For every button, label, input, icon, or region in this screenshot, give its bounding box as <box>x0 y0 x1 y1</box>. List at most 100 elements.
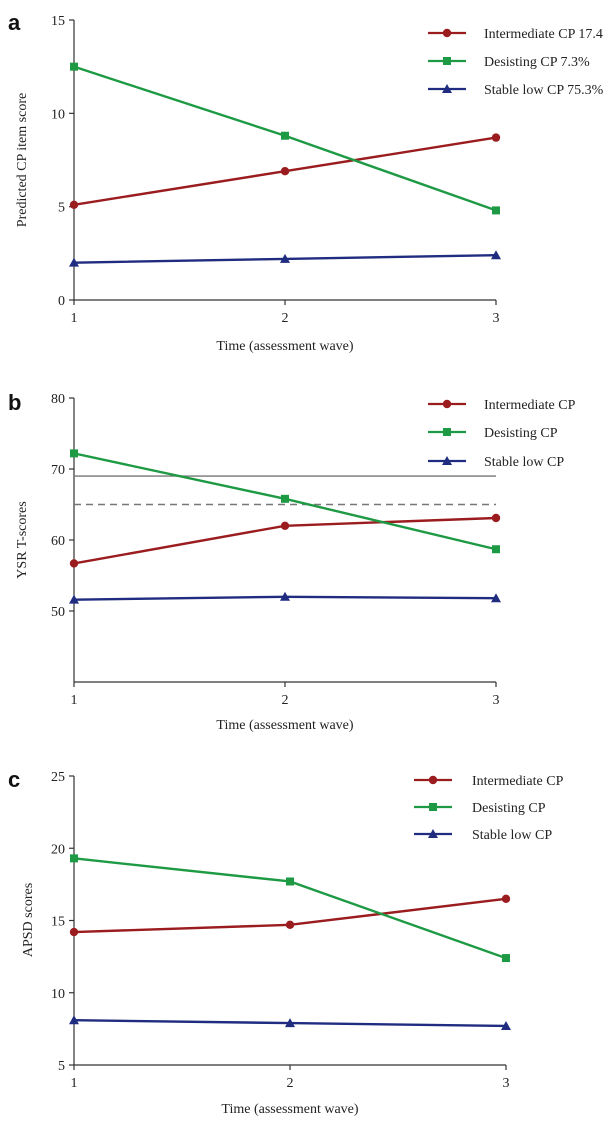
panel-c: c 5 10 15 20 25 1 2 3 Time (assessment wave) A… <box>8 767 564 1117</box>
legend-marker-stable <box>442 456 452 465</box>
legend: Intermediate CP Desisting CP Stable low … <box>428 398 576 470</box>
data-point-intermediate <box>491 133 501 142</box>
panel-letter: b <box>8 390 21 415</box>
y-tick-label: 20 <box>51 842 65 857</box>
series-layer <box>69 449 501 604</box>
legend-label: Desisting CP <box>484 426 558 441</box>
series-line-desisting <box>73 857 507 960</box>
y-tick-label: 15 <box>51 915 65 930</box>
legend-item: Stable low CP <box>428 455 564 470</box>
legend-marker-intermediate <box>428 775 438 785</box>
legend-marker-stable <box>442 84 452 93</box>
legend-label: Stable low CP 75.3% <box>484 83 604 98</box>
legend-marker <box>442 399 452 409</box>
data-point-stable <box>69 257 79 267</box>
series-layer <box>69 62 501 267</box>
legend-item: Intermediate CP <box>428 398 576 413</box>
data-point-desisting <box>492 545 500 554</box>
legend-label: Desisting CP <box>472 801 546 816</box>
data-point-stable <box>491 250 501 260</box>
legend-item: Intermediate CP <box>414 774 564 789</box>
legend-marker <box>442 456 452 465</box>
x-axis-label: Time (assessment wave) <box>216 718 353 733</box>
y-tick-label: 5 <box>58 1059 65 1074</box>
legend-marker-desisting <box>443 428 451 436</box>
x-tick-label: 2 <box>287 1076 294 1091</box>
data-point-stable <box>69 1015 79 1025</box>
data-point-desisting <box>70 62 78 71</box>
y-tick-label: 80 <box>51 392 65 407</box>
legend-marker <box>442 84 452 93</box>
x-tick-label: 2 <box>282 311 289 326</box>
y-axis-label: YSR T-scores <box>15 501 30 578</box>
y-tick-label: 10 <box>51 987 65 1002</box>
x-ticks: 1 2 3 <box>71 1065 510 1091</box>
legend-label: Stable low CP <box>484 455 564 470</box>
data-point-intermediate <box>280 167 290 176</box>
data-point-desisting <box>492 206 500 215</box>
data-point-stable <box>501 1020 511 1030</box>
legend-label: Desisting CP 7.3% <box>484 55 590 70</box>
legend-label: Stable low CP <box>472 828 552 843</box>
data-point-stable <box>280 591 290 601</box>
legend-label: Intermediate CP <box>472 774 564 789</box>
data-point-desisting <box>281 494 289 503</box>
legend: Intermediate CP Desisting CP Stable low … <box>414 774 564 843</box>
y-ticks: 50 60 70 80 <box>51 392 74 620</box>
panel-letter: a <box>8 10 21 35</box>
x-tick-label: 3 <box>503 1076 510 1091</box>
data-point-desisting <box>502 954 510 963</box>
y-tick-label: 60 <box>51 534 65 549</box>
data-point-intermediate <box>69 927 79 937</box>
y-tick-label: 25 <box>51 770 65 785</box>
x-tick-label: 1 <box>71 311 78 326</box>
legend-marker <box>443 57 451 65</box>
data-point-desisting <box>281 131 289 140</box>
x-tick-label: 2 <box>282 693 289 708</box>
legend-marker <box>443 428 451 436</box>
y-tick-label: 5 <box>58 201 65 216</box>
x-tick-label: 1 <box>71 693 78 708</box>
legend-label: Intermediate CP <box>484 398 576 413</box>
x-axis-label: Time (assessment wave) <box>216 339 353 354</box>
legend-item: Stable low CP 75.3% <box>428 83 604 98</box>
x-ticks: 1 2 3 <box>71 682 500 708</box>
y-tick-label: 15 <box>51 14 65 29</box>
legend-item: Desisting CP <box>414 801 546 816</box>
legend-item: Desisting CP <box>428 426 558 441</box>
data-point-intermediate <box>491 513 501 523</box>
legend-item: Intermediate CP 17.4 <box>428 27 603 42</box>
legend-marker <box>428 829 438 838</box>
data-point-stable <box>280 253 290 263</box>
x-axis-label: Time (assessment wave) <box>221 1102 358 1117</box>
y-ticks: 5 10 15 20 25 <box>51 770 74 1074</box>
y-ticks: 0 5 10 15 <box>51 14 74 309</box>
x-ticks: 1 2 3 <box>71 300 500 326</box>
legend-marker-intermediate <box>442 28 452 38</box>
y-tick-label: 10 <box>51 107 65 122</box>
y-axis-label: APSD scores <box>21 883 36 957</box>
panel-a: a 0 5 10 15 1 2 3 Time (assessment wave) Pred… <box>8 10 604 354</box>
legend-item: Stable low CP <box>414 828 552 843</box>
y-tick-label: 50 <box>51 605 65 620</box>
legend-marker-desisting <box>443 57 451 65</box>
data-point-intermediate <box>280 521 290 530</box>
x-tick-label: 3 <box>493 693 500 708</box>
legend-marker <box>428 775 438 785</box>
legend-marker <box>442 28 452 38</box>
data-point-stable <box>491 593 501 603</box>
legend-item: Desisting CP 7.3% <box>428 55 590 70</box>
series-layer <box>69 854 511 1030</box>
y-tick-label: 70 <box>51 463 65 478</box>
legend-label: Intermediate CP 17.4 <box>484 27 603 42</box>
legend-marker-stable <box>428 829 438 838</box>
legend: Intermediate CP 17.4 Desisting CP 7.3% S… <box>428 27 604 98</box>
data-point-intermediate <box>501 894 511 904</box>
data-point-desisting <box>70 854 78 863</box>
y-axis-label: Predicted CP item score <box>15 93 30 227</box>
legend-marker-desisting <box>429 803 437 811</box>
legend-marker <box>429 803 437 811</box>
panel-letter: c <box>8 767 20 792</box>
data-point-desisting <box>70 449 78 458</box>
